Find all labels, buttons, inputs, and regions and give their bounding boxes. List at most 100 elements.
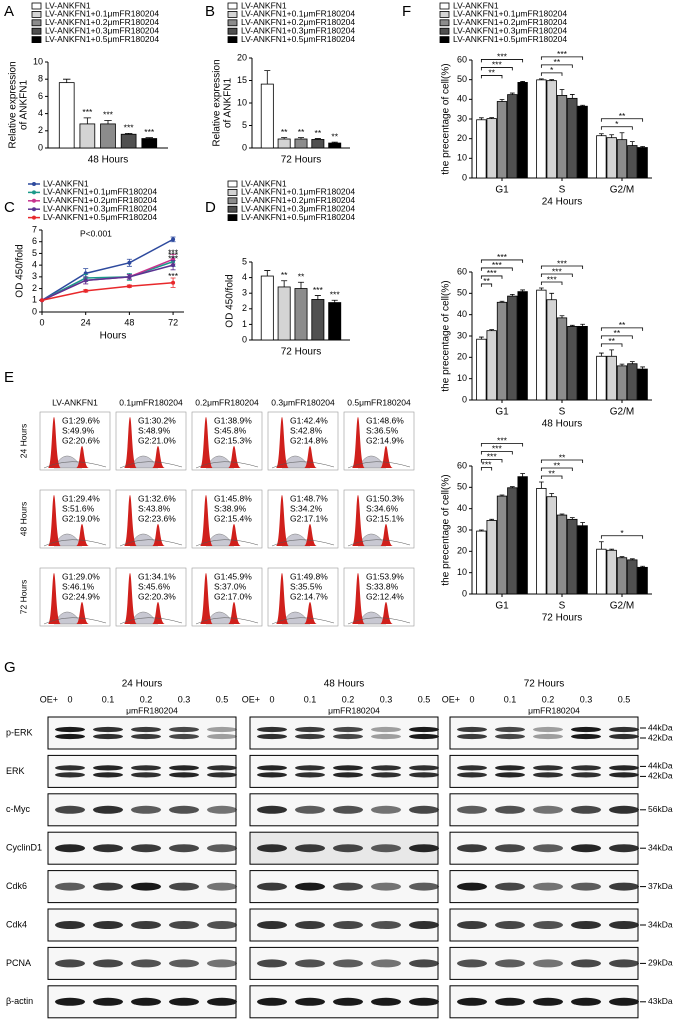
y-axis-label: OD 450/fold	[225, 274, 236, 327]
blot-band	[371, 726, 401, 733]
bar	[294, 288, 308, 341]
bar	[577, 325, 588, 401]
cell-cycle-value: G1:45.9%	[214, 571, 252, 581]
bar	[556, 317, 568, 401]
error-bar	[509, 486, 515, 488]
error-bar	[629, 558, 635, 560]
cell-cycle-value: S:48.9%	[138, 425, 171, 435]
cell-cycle-value: S:37.0%	[214, 581, 247, 591]
blot-band	[93, 997, 123, 1006]
blot-band	[55, 997, 85, 1006]
blot-band	[55, 772, 85, 778]
bar	[536, 79, 547, 179]
time-label: 24 Hours	[122, 679, 163, 690]
row-label: 72 Hours	[18, 580, 28, 615]
series-line	[41, 238, 174, 301]
bar	[294, 138, 308, 149]
histogram-g2-peak	[380, 524, 393, 546]
blot-band	[169, 805, 199, 814]
cell-cycle-value: S:34.2%	[290, 503, 323, 513]
bar	[277, 138, 291, 149]
legend-swatch	[227, 19, 238, 27]
blot-band	[609, 772, 639, 778]
histogram-g1-peak	[352, 573, 365, 624]
protein-label: CyclinD1	[6, 843, 42, 853]
y-tick-label: 4	[38, 108, 43, 118]
bar	[507, 295, 518, 401]
blot-band	[257, 772, 287, 778]
bar	[567, 97, 578, 179]
error-bar	[619, 556, 625, 558]
significance-bracket	[480, 75, 503, 79]
bar	[556, 514, 568, 595]
blot-band	[371, 882, 401, 891]
time-label: 72 Hours	[524, 679, 565, 690]
blot-band	[55, 765, 85, 771]
cell-cycle-value: G1:49.8%	[290, 571, 328, 581]
cell-cycle-value: G2:20.6%	[62, 435, 100, 445]
bar	[606, 355, 617, 401]
histogram-g2-peak	[76, 602, 89, 624]
x-tick-label: G1	[495, 407, 509, 418]
cell-cycle-value: G2:15.4%	[214, 513, 252, 523]
legend-swatch	[439, 19, 450, 27]
y-axis-label: Relative expression	[8, 61, 19, 148]
x-tick-label: 72	[168, 317, 178, 327]
histogram-g1-peak	[352, 495, 365, 546]
y-axis-label: of ANKFN1	[223, 78, 234, 128]
significance-label: **	[315, 128, 322, 138]
blot-band	[333, 772, 363, 778]
legend-label: LV-ANKFN1+0.2μmFR180204	[453, 17, 567, 27]
blot-band	[295, 921, 325, 929]
cell-cycle-value: G2:17.1%	[290, 513, 328, 523]
column-header: 0.2μmFR180204	[195, 397, 259, 407]
significance-bracket	[600, 126, 633, 130]
blot-band	[609, 959, 639, 968]
x-tick-label: S	[559, 407, 566, 418]
significance-bracket	[600, 343, 623, 347]
significance-label: **	[608, 336, 615, 346]
error-bar	[538, 287, 544, 291]
cell-cycle-value: G1:38.9%	[214, 415, 252, 425]
error-bar	[520, 473, 526, 477]
cell-cycle-value: G2:17.0%	[214, 591, 252, 601]
dose-label: 0.2	[140, 694, 153, 704]
blot-band	[533, 772, 563, 778]
histogram-g1-peak	[276, 495, 289, 546]
error-bar	[509, 92, 515, 95]
kda-label: 34kDa	[648, 842, 673, 852]
blot-band	[93, 772, 123, 778]
dose-label: 0	[469, 694, 474, 704]
significance-label: ***	[492, 60, 503, 70]
legend-marker	[32, 182, 36, 186]
y-tick-label: 30	[457, 524, 467, 534]
error-bar	[478, 336, 484, 340]
cell-cycle-value: G1:42.4%	[290, 415, 328, 425]
dose-label: 0.3	[380, 694, 393, 704]
y-tick-label: 1	[32, 295, 37, 305]
blot-band	[371, 733, 401, 740]
significance-label: *	[615, 119, 619, 129]
blot-frame	[249, 716, 439, 750]
legend-label: LV-ANKFN1+0.5μmFR180204	[45, 34, 159, 44]
bar	[100, 123, 116, 149]
y-tick-label: 2	[242, 303, 247, 313]
blot-band	[257, 844, 287, 853]
y-tick-label: 30	[457, 113, 467, 123]
bar	[616, 557, 628, 595]
blot-band	[55, 959, 85, 968]
bar	[328, 302, 342, 341]
blot-band	[571, 772, 601, 778]
histogram-g1-peak	[124, 495, 137, 546]
histogram-outline	[271, 461, 335, 469]
y-tick-label: 6	[38, 91, 43, 101]
marker	[127, 274, 132, 279]
cell-cycle-value: S:43.8%	[138, 503, 171, 513]
legend-swatch	[439, 2, 450, 10]
significance-label: ***	[547, 274, 558, 284]
error-bar	[499, 99, 505, 102]
significance-bracket	[480, 59, 524, 63]
blot-band	[169, 882, 199, 891]
blot-band	[333, 805, 363, 814]
